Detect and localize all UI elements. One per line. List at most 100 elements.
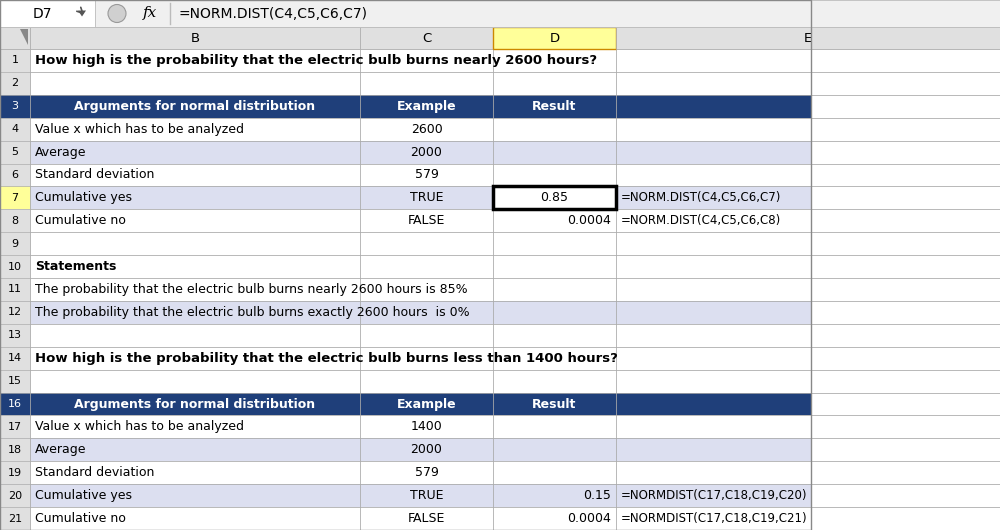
- Bar: [616, 347, 1000, 369]
- Bar: [616, 209, 1000, 232]
- Bar: [0, 49, 30, 72]
- Bar: [0, 461, 30, 484]
- Bar: [493, 461, 616, 484]
- Bar: [360, 49, 493, 72]
- Bar: [0, 140, 30, 164]
- Bar: [0, 232, 30, 255]
- Bar: [493, 27, 616, 49]
- Bar: [30, 438, 360, 461]
- Text: D7: D7: [33, 6, 52, 21]
- Bar: [493, 164, 616, 187]
- Bar: [0, 255, 30, 278]
- Text: 0.0004: 0.0004: [567, 512, 611, 525]
- Text: 7: 7: [11, 193, 19, 203]
- Text: 4: 4: [11, 124, 19, 134]
- Bar: [616, 416, 1000, 438]
- Bar: [360, 461, 493, 484]
- Text: E: E: [804, 31, 812, 45]
- Bar: [0, 0, 811, 530]
- Bar: [0, 140, 811, 164]
- Text: 17: 17: [8, 422, 22, 432]
- Text: =NORMDIST(C17,C18,C19,C21): =NORMDIST(C17,C18,C19,C21): [621, 512, 808, 525]
- Bar: [0, 416, 811, 438]
- Text: 579: 579: [415, 466, 438, 479]
- Bar: [0, 209, 811, 232]
- Bar: [0, 209, 30, 232]
- Text: TRUE: TRUE: [410, 489, 443, 502]
- Bar: [493, 507, 616, 530]
- Bar: [616, 369, 1000, 393]
- Bar: [0, 301, 811, 324]
- Bar: [360, 232, 493, 255]
- Bar: [616, 301, 1000, 324]
- Text: Example: Example: [397, 100, 456, 113]
- Bar: [30, 416, 360, 438]
- Bar: [616, 187, 1000, 209]
- Bar: [0, 484, 811, 507]
- Bar: [30, 324, 360, 347]
- Bar: [30, 255, 360, 278]
- Bar: [493, 278, 616, 301]
- Text: 10: 10: [8, 262, 22, 271]
- Bar: [0, 347, 30, 369]
- Text: Average: Average: [35, 443, 87, 456]
- Bar: [616, 140, 1000, 164]
- Bar: [493, 232, 616, 255]
- Text: Arguments for normal distribution: Arguments for normal distribution: [74, 100, 316, 113]
- Bar: [0, 255, 811, 278]
- Bar: [493, 72, 616, 95]
- Text: 0.85: 0.85: [540, 191, 568, 205]
- Bar: [0, 507, 30, 530]
- Bar: [360, 209, 493, 232]
- Bar: [30, 301, 360, 324]
- Bar: [30, 461, 360, 484]
- Bar: [30, 347, 360, 369]
- Bar: [493, 347, 616, 369]
- Bar: [30, 72, 360, 95]
- Bar: [493, 49, 616, 72]
- Bar: [0, 27, 30, 49]
- Bar: [0, 438, 811, 461]
- Bar: [493, 255, 616, 278]
- Bar: [30, 369, 360, 393]
- Bar: [0, 438, 30, 461]
- Text: 21: 21: [8, 514, 22, 524]
- Text: 6: 6: [12, 170, 18, 180]
- Text: Standard deviation: Standard deviation: [35, 169, 154, 181]
- Bar: [0, 0, 95, 27]
- Bar: [360, 324, 493, 347]
- Text: The probability that the electric bulb burns exactly 2600 hours  is 0%: The probability that the electric bulb b…: [35, 306, 470, 319]
- Bar: [0, 301, 30, 324]
- Bar: [0, 187, 811, 209]
- Bar: [0, 369, 811, 393]
- Bar: [493, 118, 616, 140]
- Text: =NORM.DIST(C4,C5,C6,C7): =NORM.DIST(C4,C5,C6,C7): [178, 6, 367, 21]
- Text: FALSE: FALSE: [408, 214, 445, 227]
- Text: 579: 579: [415, 169, 438, 181]
- Bar: [30, 187, 360, 209]
- Bar: [360, 369, 493, 393]
- Text: 1: 1: [12, 56, 18, 65]
- Bar: [30, 278, 360, 301]
- Text: Value x which has to be analyzed: Value x which has to be analyzed: [35, 122, 244, 136]
- Bar: [0, 164, 30, 187]
- Bar: [0, 278, 811, 301]
- Text: 12: 12: [8, 307, 22, 317]
- Bar: [616, 118, 1000, 140]
- Text: Result: Result: [532, 398, 577, 411]
- Bar: [0, 187, 30, 209]
- Bar: [493, 324, 616, 347]
- Bar: [0, 278, 30, 301]
- Bar: [360, 507, 493, 530]
- Text: The probability that the electric bulb burns nearly 2600 hours is 85%: The probability that the electric bulb b…: [35, 283, 468, 296]
- Bar: [493, 369, 616, 393]
- Text: Cumulative no: Cumulative no: [35, 512, 126, 525]
- Text: 16: 16: [8, 399, 22, 409]
- Bar: [493, 95, 616, 118]
- Bar: [0, 369, 30, 393]
- Bar: [0, 72, 30, 95]
- Bar: [0, 324, 30, 347]
- Text: Example: Example: [397, 398, 456, 411]
- Text: fx: fx: [143, 6, 157, 21]
- Bar: [360, 140, 493, 164]
